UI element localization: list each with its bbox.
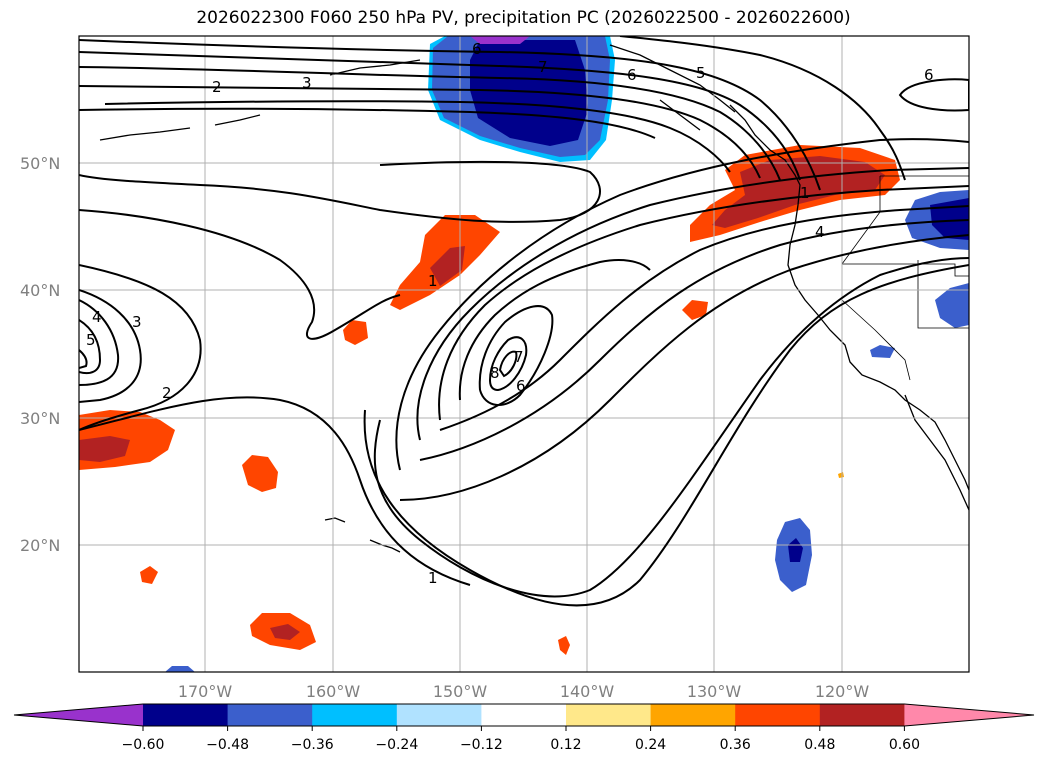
- map-content: 6 7 6 5 6 2 3 1 4 5 4 3 2 1 8 7 6 1: [79, 36, 969, 672]
- lat-label: 50°N: [20, 154, 60, 173]
- lon-label: 130°W: [687, 682, 742, 701]
- contour-label: 7: [514, 348, 524, 366]
- pv-contours: [79, 36, 969, 607]
- colorbar-tick-label: 0.36: [720, 737, 751, 753]
- lon-label: 140°W: [560, 682, 615, 701]
- colorbar-tick-label: 0.48: [804, 737, 835, 753]
- contour-label: 1: [428, 569, 438, 587]
- colorbar: −0.60 −0.48 −0.36 −0.24 −0.12 0.12 0.24 0.36 0.4…: [13, 703, 1035, 753]
- contour-label: 1: [800, 184, 810, 202]
- colorbar-segment: [143, 704, 229, 726]
- colorbar-tick-label: −0.24: [375, 737, 418, 753]
- contour-label: 4: [815, 223, 825, 241]
- colorbar-segment: [650, 704, 736, 726]
- colorbar-extend-max: [904, 704, 1034, 726]
- latitude-labels: 50°N 40°N 30°N 20°N: [20, 154, 60, 555]
- colorbar-segment: [566, 704, 652, 726]
- lat-label: 30°N: [20, 409, 60, 428]
- colorbar-tick-label: −0.12: [460, 737, 503, 753]
- contour-label: 6: [516, 377, 526, 395]
- contour-label: 6: [472, 40, 482, 58]
- contour-label: 3: [302, 74, 312, 92]
- lat-label: 40°N: [20, 281, 60, 300]
- contour-label: 7: [538, 58, 548, 76]
- contour-label: 6: [627, 66, 637, 84]
- contour-label: 5: [696, 64, 706, 82]
- colorbar-segment: [819, 704, 905, 726]
- lat-label: 20°N: [20, 536, 60, 555]
- contour-label: 8: [490, 364, 500, 382]
- precip-positive-shading: [79, 145, 900, 655]
- colorbar-extend-min: [14, 704, 143, 726]
- contour-label: 1: [428, 272, 438, 290]
- contour-labels: 6 7 6 5 6 2 3 1 4 5 4 3 2 1 8 7 6 1: [86, 40, 934, 587]
- colorbar-tick-label: −0.60: [122, 737, 165, 753]
- lon-label: 120°W: [815, 682, 870, 701]
- colorbar-tick-label: −0.48: [206, 737, 249, 753]
- colorbar-tick-label: −0.36: [291, 737, 334, 753]
- colorbar-segment: [396, 704, 482, 726]
- gridlines: [79, 36, 969, 672]
- map-frame: [78, 35, 970, 673]
- contour-label: 6: [924, 66, 934, 84]
- contour-label: 5: [86, 331, 96, 349]
- lon-label: 150°W: [433, 682, 488, 701]
- colorbar-segment: [735, 704, 821, 726]
- colorbar-segment: [481, 704, 567, 726]
- lon-label: 160°W: [306, 682, 361, 701]
- lon-label: 170°W: [178, 682, 233, 701]
- map-title: 2026022300 F060 250 hPa PV, precipitatio…: [196, 8, 851, 28]
- colorbar-tick-label: 0.60: [889, 737, 920, 753]
- colorbar-segment: [227, 704, 313, 726]
- contour-label: 3: [132, 313, 142, 331]
- colorbar-tick-label: 0.24: [635, 737, 666, 753]
- contour-label: 2: [162, 384, 172, 402]
- longitude-labels: 170°W 160°W 150°W 140°W 130°W 120°W: [178, 682, 870, 701]
- contour-label: 2: [212, 78, 222, 96]
- colorbar-tick-label: 0.12: [550, 737, 581, 753]
- colorbar-segment: [312, 704, 398, 726]
- contour-label: 4: [92, 308, 102, 326]
